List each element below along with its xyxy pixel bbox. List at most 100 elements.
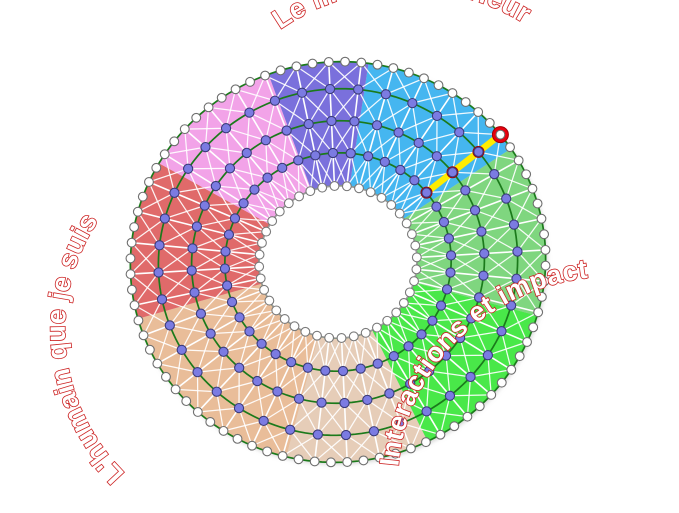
node-ring-outer[interactable] [372,59,383,70]
node-ring1[interactable] [283,198,294,209]
node-ring-outer[interactable] [527,183,538,194]
node-ring1[interactable] [264,295,275,306]
node-ring2[interactable] [379,156,390,168]
node-ring-outer[interactable] [486,389,497,400]
node-ring2[interactable] [244,326,255,337]
node-ring3[interactable] [241,147,252,159]
node-ring-outer[interactable] [403,67,414,78]
node-ring2[interactable] [293,155,304,166]
node-ring-outer[interactable] [460,97,471,108]
node-ring-outer[interactable] [388,63,399,74]
node-ring3[interactable] [195,308,207,319]
node-ring-outer[interactable] [247,440,258,451]
node-ring-outer[interactable] [144,344,155,355]
node-ring3[interactable] [413,137,424,149]
node-ring-outer[interactable] [218,425,229,436]
node-ring-outer[interactable] [192,407,203,417]
node-ring4[interactable] [312,429,323,440]
node-ring1[interactable] [255,273,266,284]
node-ring1[interactable] [254,249,265,260]
node-ring-outer[interactable] [129,222,140,233]
node-ring-outer[interactable] [325,457,336,468]
node-ring1[interactable] [406,229,417,240]
node-ring1[interactable] [386,200,397,210]
node-ring1[interactable] [354,183,364,194]
node-ring-outer[interactable] [277,450,288,461]
node-ring-outer[interactable] [474,401,485,412]
node-ring-outer[interactable] [293,454,304,465]
node-ring1[interactable] [411,252,422,263]
node-ring-outer[interactable] [420,437,431,448]
node-ring-outer[interactable] [232,433,243,444]
sector-humain-tan[interactable] [137,283,319,457]
node-ring4[interactable] [505,300,517,311]
node-ring4[interactable] [395,418,407,429]
node-ring2[interactable] [277,162,288,174]
node-ring-outer[interactable] [513,155,524,166]
node-ring3[interactable] [260,135,271,146]
node-ring-outer[interactable] [216,92,227,103]
node-ring4[interactable] [465,371,476,383]
node-ring4[interactable] [233,402,245,414]
node-ring2[interactable] [226,296,238,308]
node-ring-outer[interactable] [152,358,163,369]
node-ring3[interactable] [440,350,452,361]
node-ring-outer[interactable] [536,213,547,224]
node-ring2[interactable] [416,329,427,340]
node-ring4[interactable] [220,123,232,134]
node-ring-outer[interactable] [533,307,544,318]
node-ring1[interactable] [409,276,420,287]
node-ring3[interactable] [316,397,327,408]
node-ring2[interactable] [220,246,231,257]
node-ring4[interactable] [200,141,211,153]
node-ring-outer[interactable] [126,237,137,248]
node-ring3[interactable] [469,205,481,216]
node-ring1[interactable] [305,186,316,197]
node-ring1[interactable] [329,181,340,191]
node-ring3[interactable] [224,163,236,174]
node-ring3[interactable] [473,292,485,303]
node-ring-outer[interactable] [419,73,429,84]
node-ring3[interactable] [189,287,200,298]
node-ring2[interactable] [445,250,457,261]
node-ring-outer[interactable] [447,88,458,99]
node-ring3[interactable] [191,221,203,232]
node-ring1[interactable] [312,330,322,341]
node-ring1[interactable] [317,182,328,193]
node-ring-outer[interactable] [309,456,320,467]
node-ring4[interactable] [473,146,484,157]
node-ring1[interactable] [259,284,270,295]
node-ring-outer[interactable] [125,253,136,264]
node-ring1[interactable] [289,321,300,332]
node-ring4[interactable] [244,107,255,118]
node-ring-outer[interactable] [522,337,532,347]
node-ring1[interactable] [410,240,421,251]
node-ring-outer[interactable] [532,198,543,209]
node-ring1[interactable] [394,208,405,219]
node-ring4[interactable] [324,83,336,95]
node-ring2[interactable] [388,350,399,362]
node-ring2[interactable] [337,365,349,377]
node-ring-outer[interactable] [536,291,547,302]
node-ring-outer[interactable] [340,56,351,67]
sector-humain-violet[interactable] [268,61,369,191]
node-ring2[interactable] [438,216,450,228]
node-ring4[interactable] [284,424,296,435]
node-ring3[interactable] [199,200,210,211]
node-ring4[interactable] [489,168,500,180]
node-ring4[interactable] [296,87,308,98]
node-ring-outer[interactable] [205,416,216,427]
node-ring4[interactable] [192,366,203,378]
node-ring2[interactable] [427,315,438,326]
node-ring3[interactable] [187,243,198,254]
node-ring2[interactable] [221,280,233,291]
node-ring3[interactable] [479,248,490,259]
node-ring2[interactable] [310,150,321,161]
node-ring-outer[interactable] [230,84,241,95]
node-ring4[interactable] [512,246,523,257]
node-ring2[interactable] [395,164,406,176]
node-ring1[interactable] [336,333,347,343]
node-ring2[interactable] [238,198,249,209]
node-ring3[interactable] [210,180,221,192]
node-ring4[interactable] [454,127,465,138]
